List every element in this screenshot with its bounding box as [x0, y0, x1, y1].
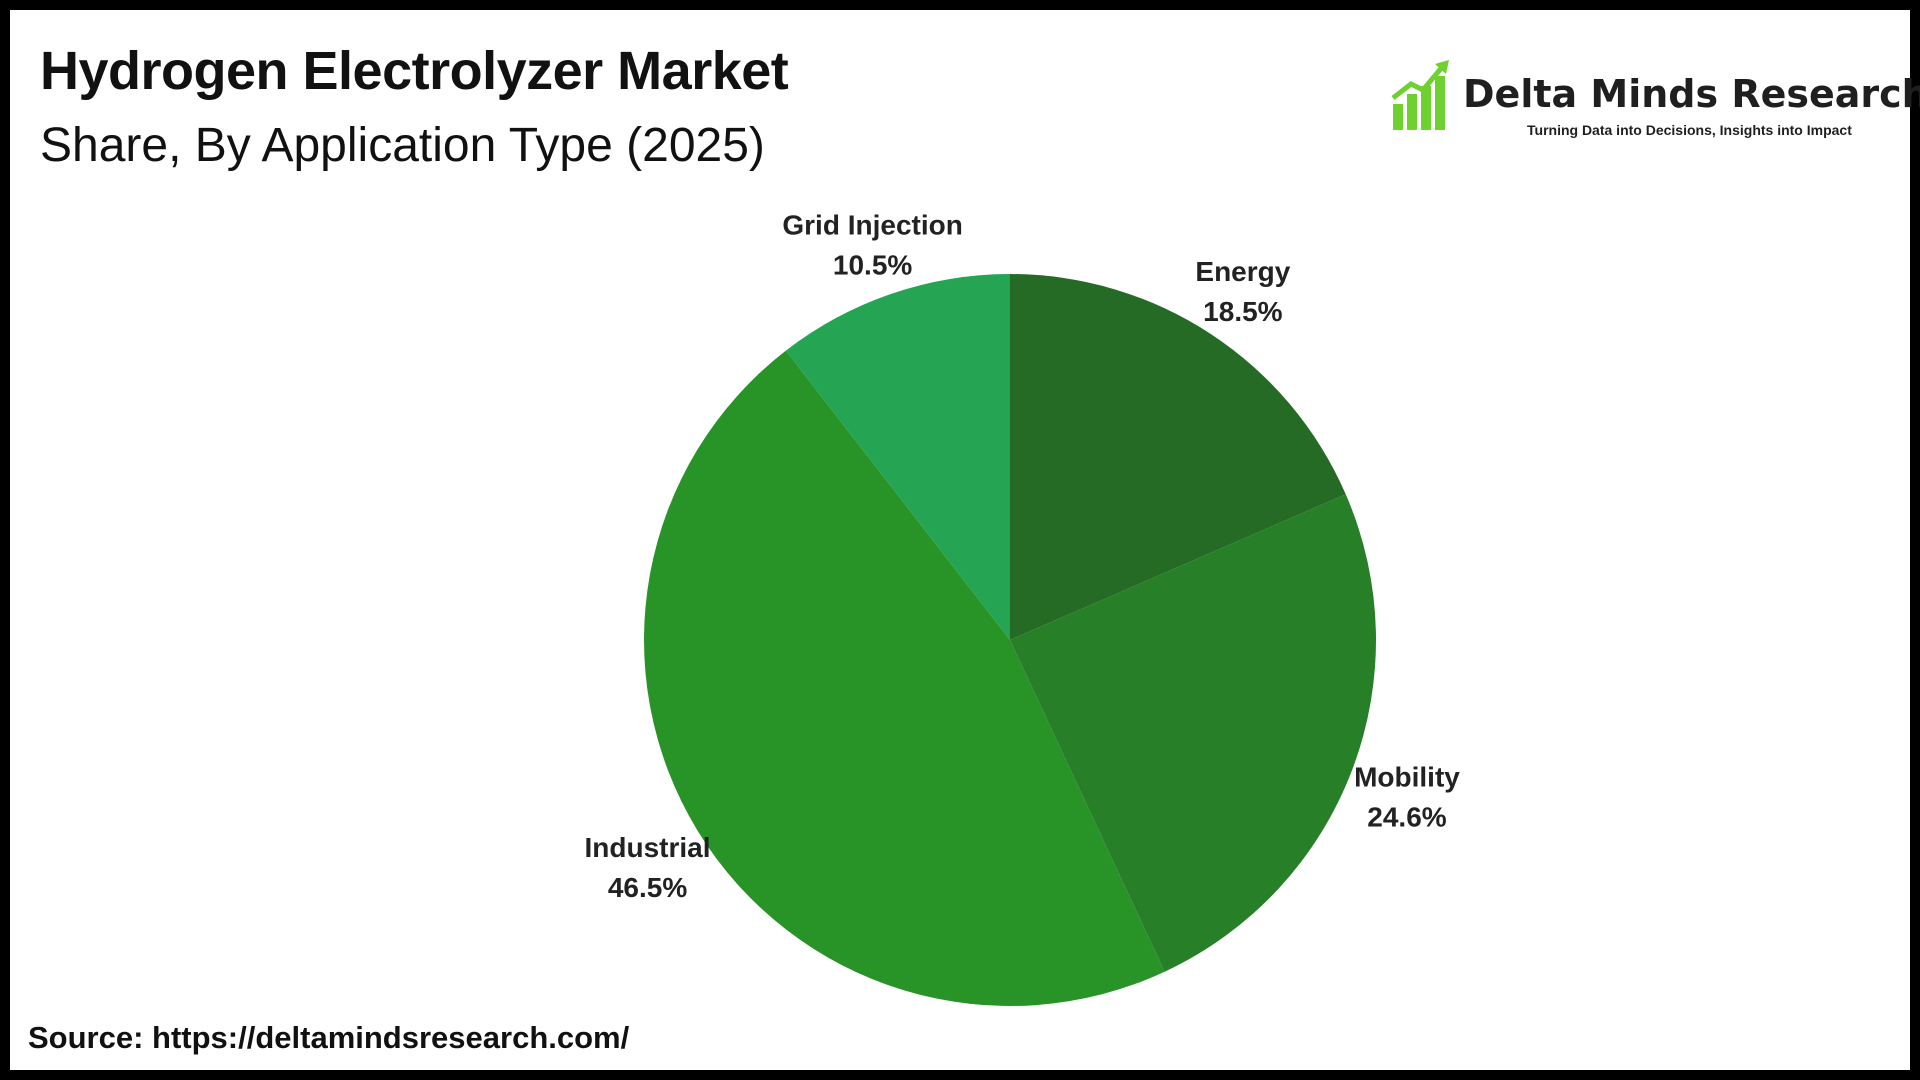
- pie-slice-energy: [1010, 274, 1346, 640]
- pie-slice-industrial: [644, 350, 1165, 1006]
- pie-chart: Energy 18.5% Mobility 24.6% Industrial 46.5% G…: [585, 209, 1460, 1006]
- slice-label-energy: Energy 18.5%: [1195, 256, 1290, 327]
- brand-name: Delta Minds Research: [1463, 72, 1920, 116]
- bar-chart-growth-icon: [1391, 60, 1449, 130]
- slice-value-label: 18.5%: [1203, 296, 1282, 327]
- chart-title: Hydrogen Electrolyzer Market: [40, 41, 789, 101]
- chart-subtitle: Share, By Application Type (2025): [40, 119, 765, 172]
- brand-logo: Delta Minds Research Turning Data into D…: [1385, 52, 1920, 142]
- pie-slice-mobility: [1010, 494, 1376, 972]
- slice-value-label: 24.6%: [1367, 802, 1446, 833]
- slice-category-label: Grid Injection: [782, 209, 962, 240]
- slice-value-label: 46.5%: [608, 872, 687, 903]
- slice-category-label: Industrial: [585, 832, 711, 863]
- slice-label-grid-injection: Grid Injection 10.5%: [782, 209, 962, 280]
- source-note: Source: https://deltamindsresearch.com/: [28, 1020, 630, 1055]
- brand-tagline: Turning Data into Decisions, Insights in…: [1527, 122, 1852, 138]
- slice-label-industrial: Industrial 46.5%: [585, 832, 711, 903]
- slice-label-mobility: Mobility 24.6%: [1354, 762, 1460, 833]
- slice-category-label: Mobility: [1354, 762, 1460, 793]
- slice-category-label: Energy: [1195, 256, 1290, 287]
- slice-value-label: 10.5%: [833, 249, 912, 280]
- pie-slice-grid-injection: [785, 274, 1010, 640]
